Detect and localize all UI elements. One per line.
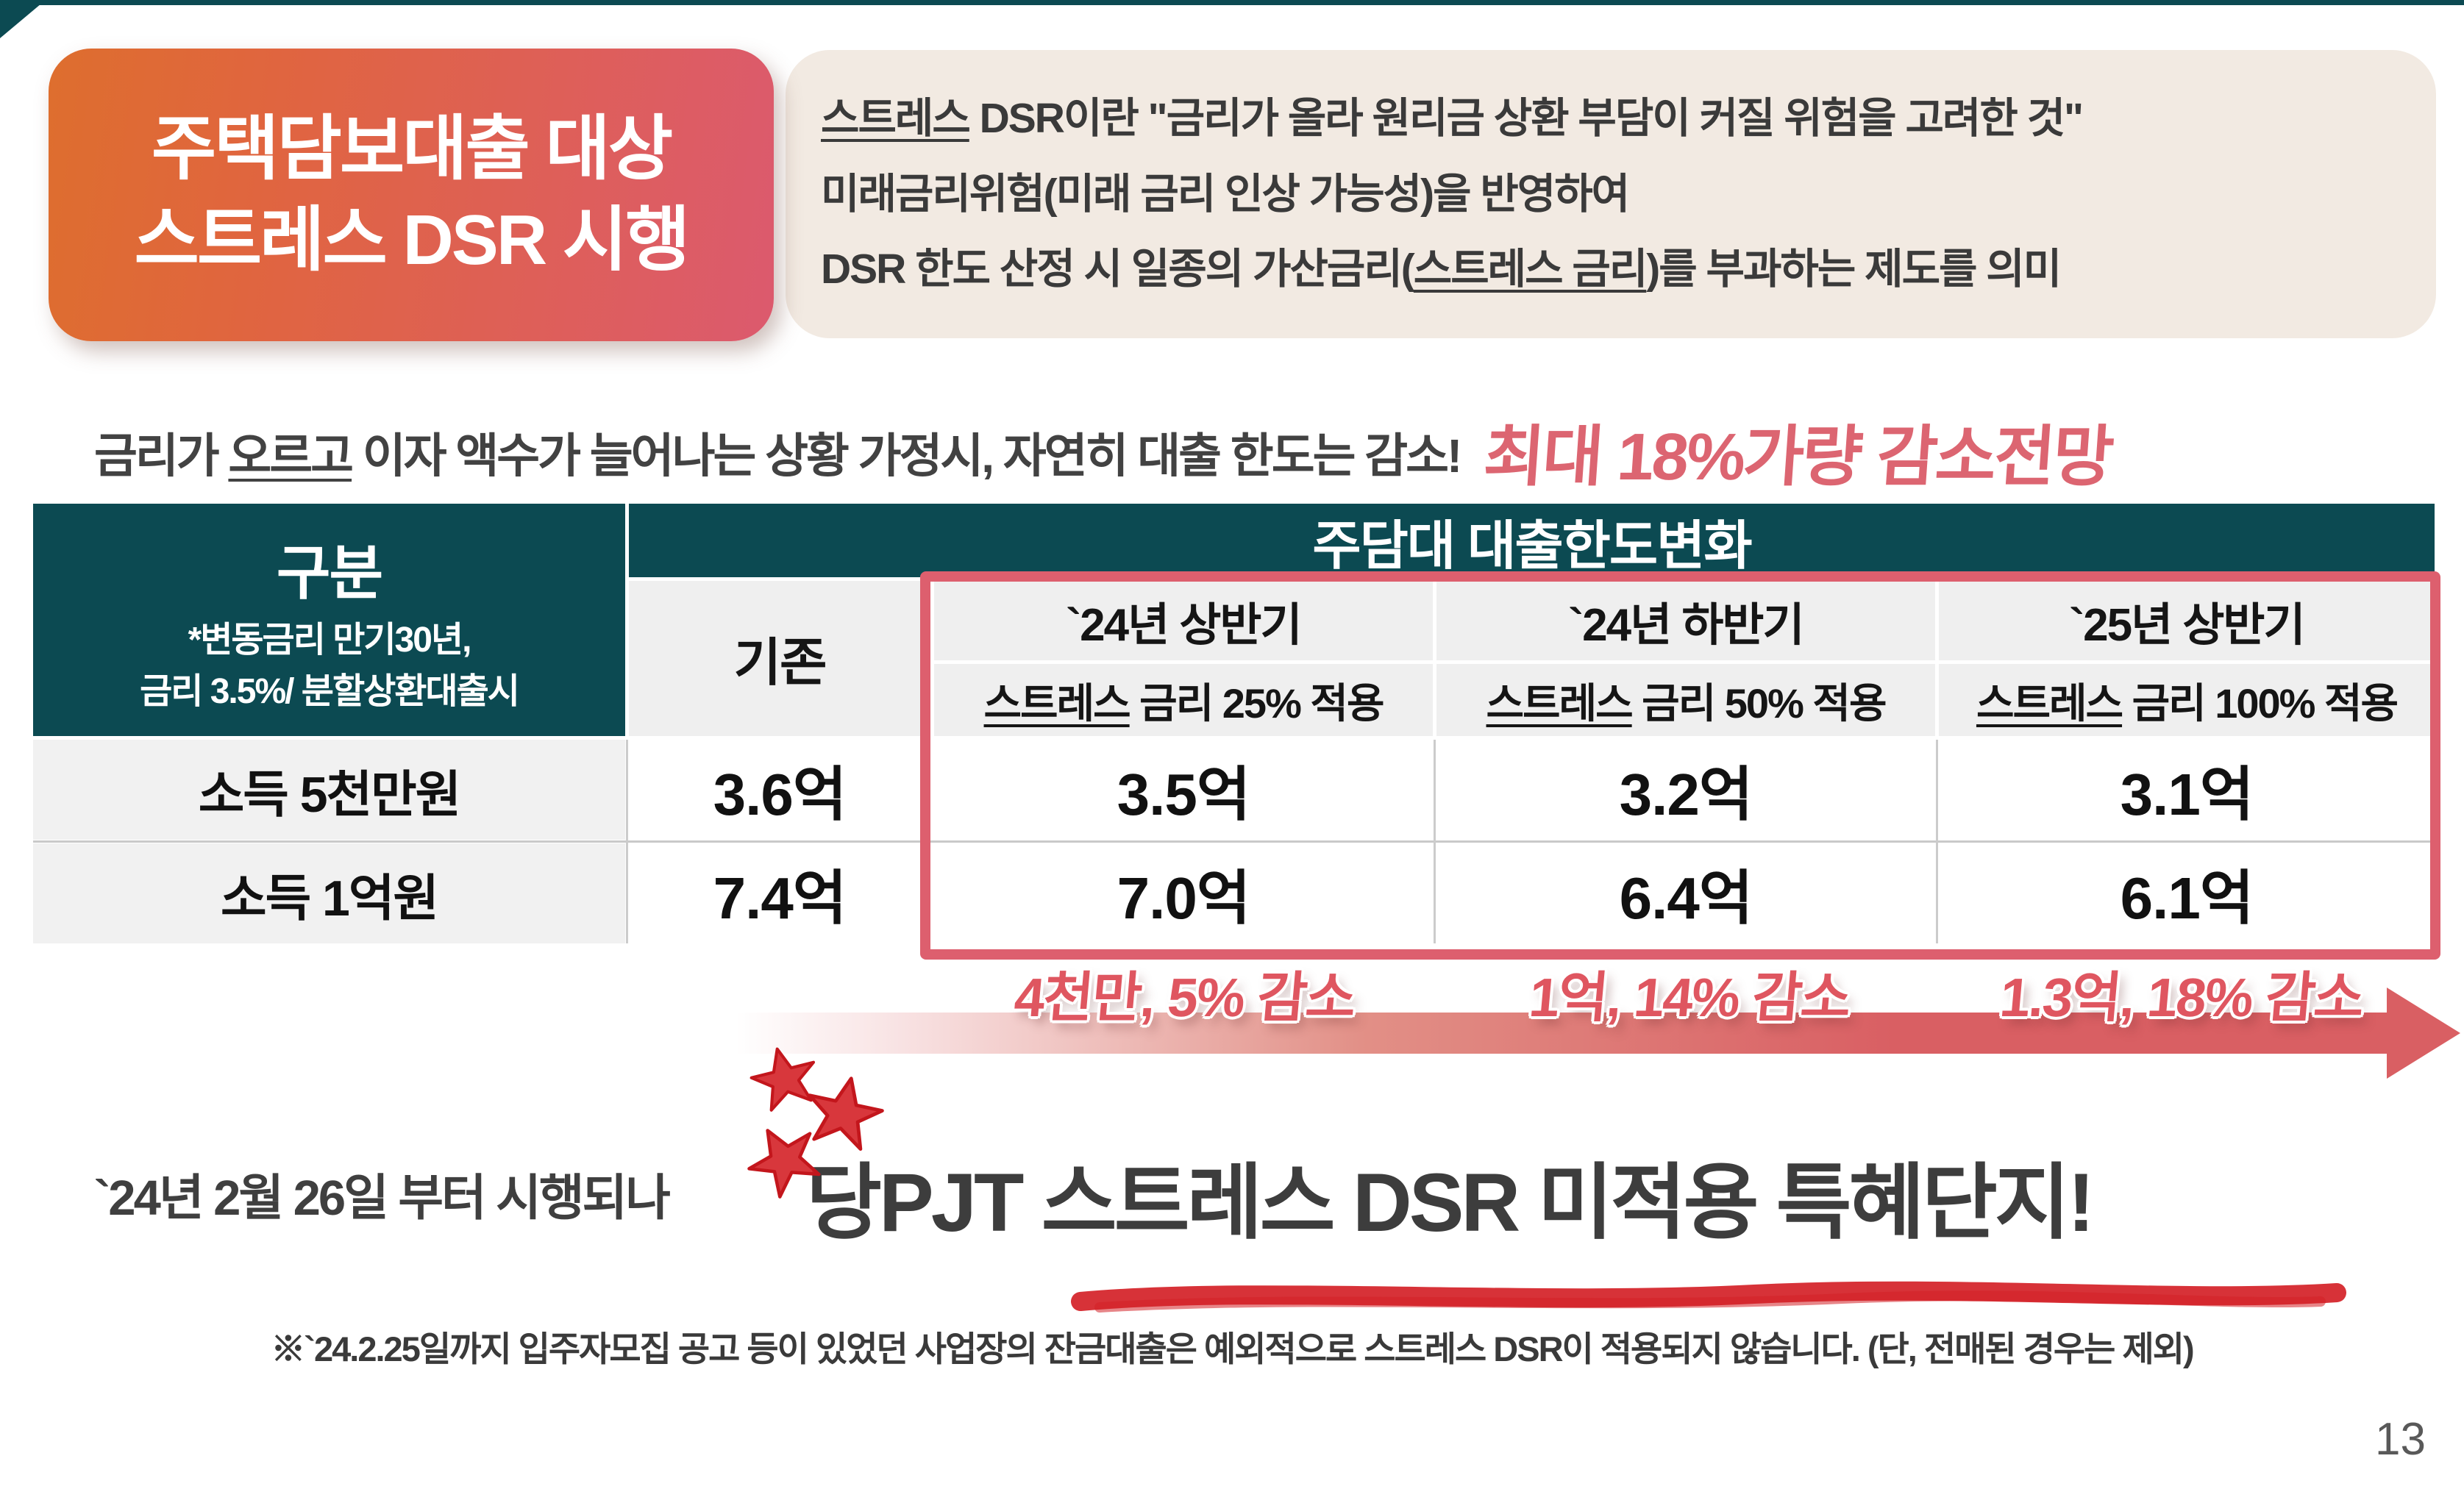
page-number: 13: [2375, 1414, 2426, 1465]
stress-2-rest: 금리 50% 적용: [1631, 679, 1887, 726]
table-header-stress-3: 스트레스 금리 100% 적용: [1939, 664, 2435, 736]
table-col-divider-3: [1936, 740, 1938, 943]
table-row2-value-2: 6.4억: [1436, 843, 1935, 943]
table-row1-value-2: 3.2억: [1436, 740, 1935, 840]
table-header-period-2: `24년 하반기: [1436, 581, 1935, 660]
stress-1-rest: 금리 25% 적용: [1129, 679, 1384, 726]
table-row1-label: 소득 5천만원: [33, 740, 625, 840]
loan-limit-table: 구분 *변동금리 만기30년, 금리 3.5%/ 분할상환대출시 주담대 대출한…: [33, 504, 2435, 943]
effective-date-text: `24년 2월 26일 부터 시행되나: [94, 1171, 671, 1226]
section-headline-post: 이자 액수가 늘어나는 상황 가정시, 자연히 대출 한도는 감소!: [352, 429, 1462, 482]
definition-line2: 미래금리위험(미래 금리 인상 가능성)을 반영하여: [821, 170, 1630, 218]
table-row1-existing: 3.6억: [629, 740, 930, 840]
section-headline-dark: 금리가 오르고 이자 액수가 늘어나는 상황 가정시, 자연히 대출 한도는 감…: [94, 429, 1462, 482]
corner-ribbon-icon: [0, 0, 46, 38]
definition-box: 스트레스 DSR이란 "금리가 올라 원리금 상환 부담이 커질 위험을 고려한…: [786, 50, 2436, 338]
table-header-period-3: `25년 상반기: [1939, 581, 2435, 660]
stress-2-underlined: 스트레스: [1486, 679, 1634, 726]
table-header-stress-1: 스트레스 금리 25% 적용: [934, 664, 1433, 736]
section-headline-red: 최대 18%가량 감소전망: [1481, 421, 2115, 494]
table-row1-value-1: 3.5억: [934, 740, 1433, 840]
table-header-stress-2: 스트레스 금리 50% 적용: [1436, 664, 1935, 736]
table-row2-value-1: 7.0억: [934, 843, 1433, 943]
definition-line1: 스트레스 DSR이란 "금리가 올라 원리금 상환 부담이 커질 위험을 고려한…: [821, 96, 2436, 142]
section-headline-pre: 금리가: [94, 429, 229, 482]
decrease-label-3: 1.3억, 18% 감소: [1997, 967, 2366, 1028]
definition-line1-underlined: 스트레스: [821, 94, 971, 142]
definition-line1-rest: DSR이란 "금리가 올라 원리금 상환 부담이 커질 위험을 고려한 것": [969, 94, 2084, 142]
table-group-header: 주담대 대출한도변화: [629, 504, 2435, 577]
stress-3-rest: 금리 100% 적용: [2122, 679, 2399, 726]
decrease-arrow-bar: [736, 1013, 2390, 1054]
table-header-gubun-sub1: *변동금리 만기30년,: [188, 621, 472, 660]
crayon-underline-icon: [1071, 1281, 2346, 1313]
decrease-label-2: 1억, 14% 감소: [1526, 967, 1853, 1028]
section-headline-underlined: 오르고: [228, 429, 354, 482]
table-header-period-1: `24년 상반기: [934, 581, 1433, 660]
table-header-gubun-sub2: 금리 3.5%/ 분할상환대출시: [140, 672, 520, 711]
decrease-label-1: 4천만, 5% 감소: [1011, 967, 1358, 1028]
definition-line3-b: )를 부과하는 제도를 의미: [1646, 246, 2062, 293]
decrease-arrow-head-icon: [2387, 988, 2460, 1079]
definition-line3: DSR 한도 산정 시 일종의 가산금리(스트레스 금리)를 부과하는 제도를 …: [821, 246, 2436, 293]
table-row2-label: 소득 1억원: [33, 843, 625, 943]
table-col-divider-1: [626, 740, 628, 943]
definition-line3-a: DSR 한도 산정 시 일종의 가산금리(: [821, 246, 1415, 293]
table-row-divider: [33, 840, 2435, 843]
table-row2-existing: 7.4억: [629, 843, 930, 943]
stress-1-underlined: 스트레스: [983, 679, 1131, 726]
title-badge-line2: 스트레스 DSR 시행: [134, 201, 691, 279]
top-accent-line: [0, 0, 2464, 5]
decrease-arrow-zone: 4천만, 5% 감소 1억, 14% 감소 1.3억, 18% 감소: [736, 967, 2460, 1085]
table-header-gubun-title: 구분: [276, 540, 383, 606]
title-badge-line1: 주택담보대출 대상: [151, 110, 673, 189]
definition-line3-underlined: 스트레스 금리: [1413, 246, 1648, 293]
table-col-divider-2: [1434, 740, 1436, 943]
red-stars-icon: [747, 1047, 884, 1199]
key-message-headline: 당PJT 스트레스 DSR 미적용 특혜단지!: [806, 1157, 2095, 1249]
table-header-existing: 기존: [629, 581, 930, 736]
footnote-text: ※`24.2.25일까지 입주자모집 공고 등이 있었던 사업장의 잔금대출은 …: [271, 1329, 2194, 1368]
section-headline: 금리가 오르고 이자 액수가 늘어나는 상황 가정시, 자연히 대출 한도는 감…: [94, 403, 2464, 499]
table-row2-value-3: 6.1억: [1939, 843, 2435, 943]
table-row1-value-3: 3.1억: [1939, 740, 2435, 840]
title-badge: 주택담보대출 대상 스트레스 DSR 시행: [49, 49, 774, 341]
table-header-gubun: 구분 *변동금리 만기30년, 금리 3.5%/ 분할상환대출시: [33, 504, 625, 736]
stress-3-underlined: 스트레스: [1976, 679, 2123, 726]
